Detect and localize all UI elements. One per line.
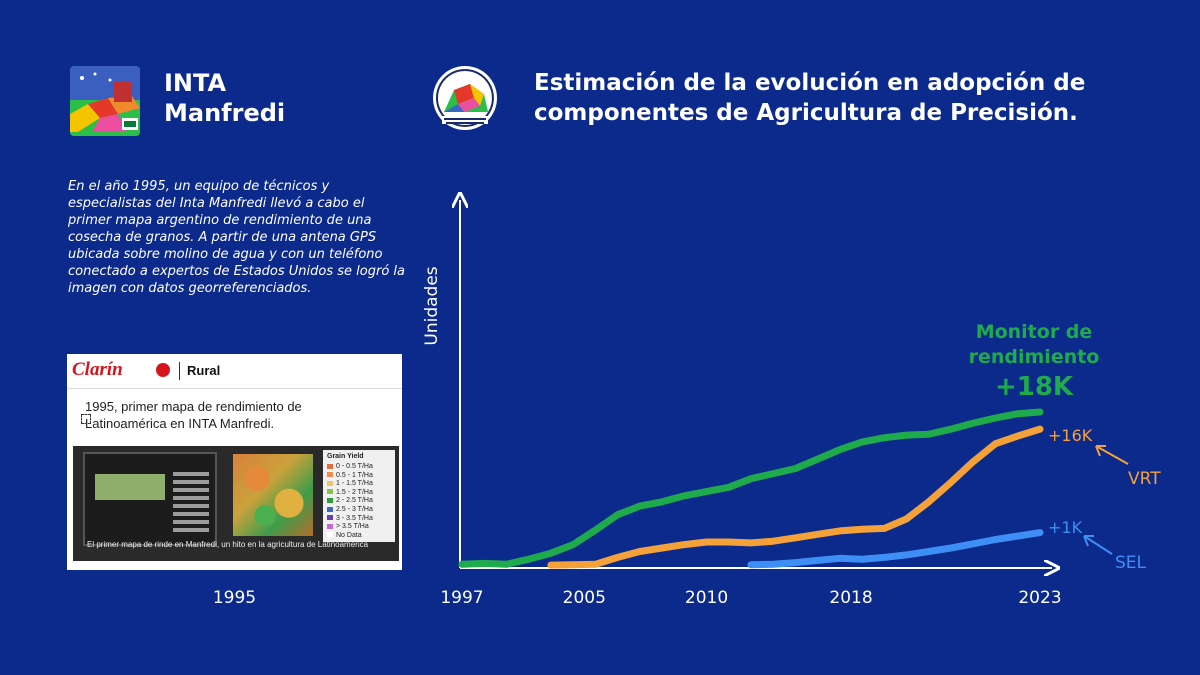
congress-logo — [420, 64, 510, 136]
inta-logo — [70, 66, 140, 136]
vrt-label: VRT — [1128, 469, 1161, 489]
news-year: 1995 — [212, 588, 257, 608]
legend-swatch — [327, 506, 333, 512]
legend-item: 0 - 0.5 T/Ha — [327, 463, 373, 470]
device-screen — [95, 474, 165, 500]
expand-icon[interactable] — [81, 414, 91, 424]
x-tick-label: 2018 — [829, 588, 872, 608]
sel-label: SEL — [1115, 553, 1147, 573]
device-keypad — [173, 472, 209, 532]
vrt-arrow — [1095, 445, 1129, 465]
x-tick-label: 2005 — [563, 588, 606, 608]
legend-label: 2.5 - 3 T/Ha — [336, 506, 373, 513]
news-divider — [179, 362, 180, 380]
series-line-monitor-de-rendimiento — [458, 408, 1044, 568]
legend-label: 2 - 2.5 T/Ha — [336, 497, 373, 505]
x-tick-label: 2010 — [685, 588, 728, 608]
legend-label: 1 - 1.5 T/Ha — [336, 480, 373, 488]
legend-swatch — [327, 498, 333, 504]
legend-label: 3 - 3.5 T/Ha — [336, 514, 373, 522]
legend-item: 3 - 3.5 T/Ha — [327, 515, 373, 522]
legend-label: > 3.5 T/Ha — [336, 523, 369, 531]
legend-swatch — [327, 489, 333, 495]
y-axis-label: Unidades — [422, 266, 442, 345]
legend-swatch — [327, 523, 333, 529]
legend-label: 0 - 0.5 T/Ha — [336, 463, 373, 470]
legend-item: 2.5 - 3 T/Ha — [327, 506, 373, 513]
series-line-sel — [747, 529, 1044, 569]
news-section: Rural — [187, 363, 221, 378]
vrt-value: +16K — [1048, 426, 1093, 445]
legend-title: Grain Yield — [327, 453, 364, 460]
legend-item: 2 - 2.5 T/Ha — [327, 497, 373, 504]
sel-value: +1K — [1048, 518, 1083, 537]
news-brand-icon — [156, 363, 170, 377]
legend-label: No Data — [336, 531, 362, 539]
legend-item: No Data — [327, 532, 362, 539]
x-tick-label: 1997 — [440, 588, 483, 608]
x-tick-label: 2023 — [1018, 588, 1061, 608]
photo-caption: El primer mapa de rinde en Manfredi, un … — [87, 540, 369, 549]
monitor-value: +18K — [995, 372, 1074, 402]
legend-item: 1 - 1.5 T/Ha — [327, 480, 373, 487]
legend-label: 1.5 - 2 T/Ha — [336, 488, 373, 496]
monitor-label-line1: Monitor de — [976, 321, 1093, 343]
legend-swatch — [327, 515, 333, 521]
series-line-vrt — [547, 425, 1044, 569]
page-title: Estimación de la evolución en adopción d… — [534, 68, 1154, 128]
org-title-line1: INTA — [164, 69, 227, 97]
legend-label: 0.5 - 1 T/Ha — [336, 471, 373, 479]
org-title: INTA Manfredi — [164, 68, 285, 128]
legend-swatch — [327, 480, 333, 486]
legend-item: 0.5 - 1 T/Ha — [327, 472, 373, 479]
page-title-line2: componentes de Agricultura de Precisión. — [534, 100, 1078, 126]
legend-item: > 3.5 T/Ha — [327, 523, 369, 530]
news-card: Clarín Rural 1995, primer mapa de rendim… — [67, 354, 402, 570]
legend-swatch — [327, 463, 333, 469]
page-title-line1: Estimación de la evolución en adopción d… — [534, 70, 1086, 96]
sel-arrow — [1083, 535, 1113, 555]
yield-monitor-device — [83, 452, 217, 546]
legend-item: 1.5 - 2 T/Ha — [327, 489, 373, 496]
news-brand: Clarín — [72, 359, 123, 380]
monitor-label-line2: rendimiento — [969, 346, 1100, 368]
intro-paragraph: En el año 1995, un equipo de técnicos y … — [68, 179, 405, 296]
org-title-line2: Manfredi — [164, 99, 286, 127]
legend-swatch — [327, 472, 333, 478]
news-headline: 1995, primer mapa de rendimiento de Lati… — [85, 399, 302, 431]
yield-map-image — [233, 454, 313, 536]
news-photo: Grain Yield 0 - 0.5 T/Ha 0.5 - 1 T/Ha 1 - … — [73, 446, 399, 561]
news-header: Clarín Rural — [67, 354, 402, 389]
yield-legend: Grain Yield 0 - 0.5 T/Ha 0.5 - 1 T/Ha 1 - … — [323, 450, 395, 542]
legend-swatch — [327, 532, 333, 538]
